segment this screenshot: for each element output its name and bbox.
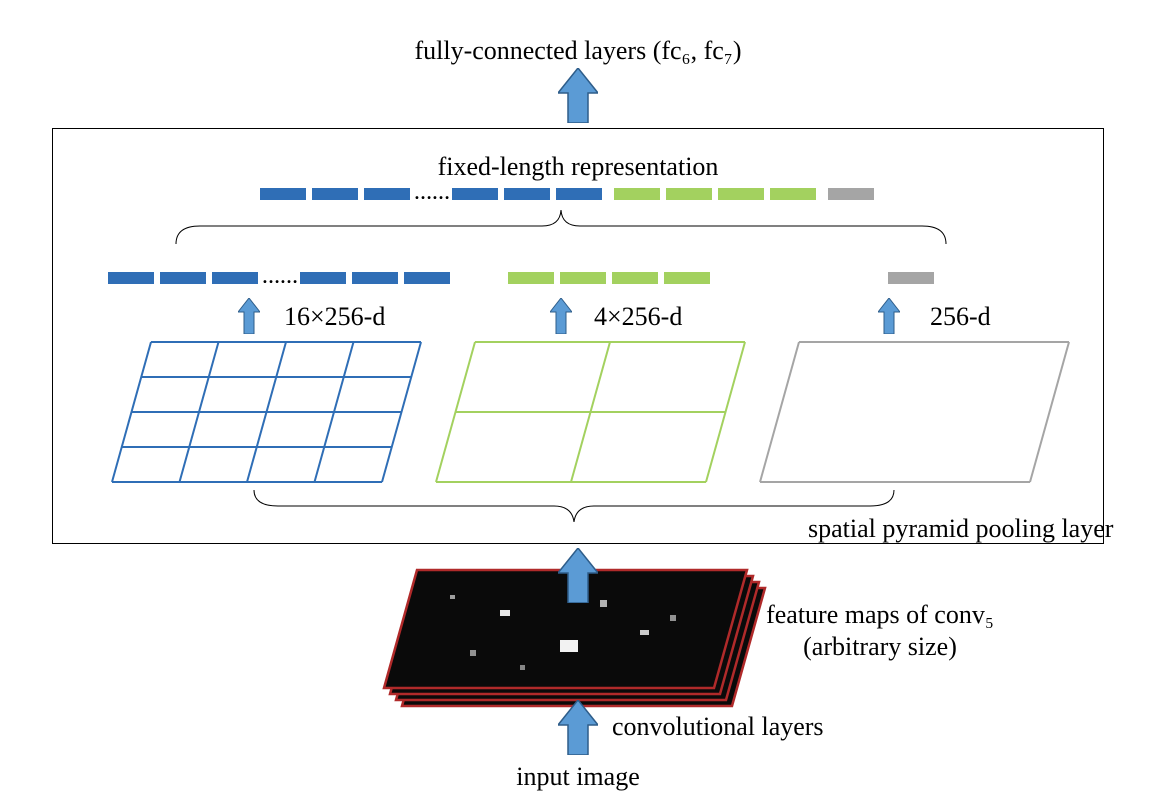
- bar-blue: [452, 188, 498, 200]
- bar-blue: [312, 188, 358, 200]
- bar-blue: [504, 188, 550, 200]
- fmap-label-2: (arbitrary size): [803, 632, 957, 662]
- bar-gray: [828, 188, 874, 200]
- fixed-length-label: fixed-length representation: [438, 152, 719, 182]
- bar-blue: [260, 188, 306, 200]
- input-label: input image: [516, 762, 639, 792]
- bar-green: [664, 272, 710, 284]
- bar-blue: [364, 188, 410, 200]
- dim-16x256: 16×256-d: [284, 302, 385, 332]
- bar-blue: [352, 272, 398, 284]
- bar-green: [508, 272, 554, 284]
- bar-blue: [160, 272, 206, 284]
- bar-blue: [556, 188, 602, 200]
- arrow-grid-2: [550, 298, 572, 334]
- dim-256: 256-d: [930, 302, 991, 332]
- bar-gray: [888, 272, 934, 284]
- dots: ……: [262, 267, 298, 288]
- spp-label: spatial pyramid pooling layer: [808, 514, 1113, 544]
- arrow-grid-1: [238, 298, 260, 334]
- fmap-label-1: feature maps of conv₅: [766, 600, 994, 630]
- bar-green: [666, 188, 712, 200]
- bar-green: [560, 272, 606, 284]
- arrow-grid-3: [878, 298, 900, 334]
- bar-green: [770, 188, 816, 200]
- bar-blue: [404, 272, 450, 284]
- fc-label: fully-connected layers (fc₆, fc₇): [414, 36, 741, 66]
- arrow-from-input: [558, 700, 598, 755]
- bar-blue: [212, 272, 258, 284]
- bar-green: [614, 188, 660, 200]
- conv-label: convolutional layers: [612, 712, 824, 742]
- arrow-from-fmaps: [558, 548, 598, 603]
- arrow-to-fc: [558, 68, 598, 123]
- bar-green: [612, 272, 658, 284]
- bar-blue: [108, 272, 154, 284]
- dots: ……: [414, 183, 450, 204]
- bar-green: [718, 188, 764, 200]
- bar-blue: [300, 272, 346, 284]
- dim-4x256: 4×256-d: [594, 302, 682, 332]
